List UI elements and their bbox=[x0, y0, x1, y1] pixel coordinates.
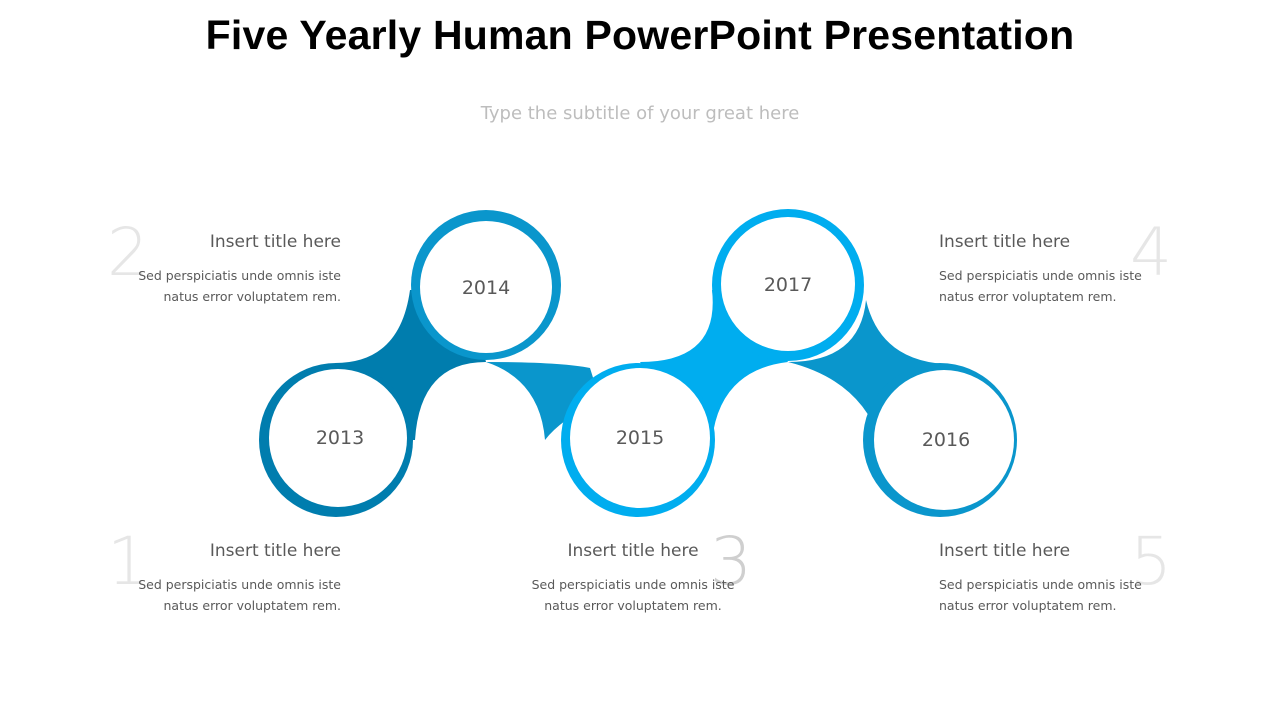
block-description-line: Sed perspiciatis unde omnis iste bbox=[939, 268, 1142, 283]
text-block-5: Insert title here Sed perspiciatis unde … bbox=[939, 541, 1189, 616]
text-block-2: Insert title here Sed perspiciatis unde … bbox=[91, 232, 341, 307]
slide-subtitle: Type the subtitle of your great here bbox=[480, 103, 800, 124]
text-block-4: Insert title here Sed perspiciatis unde … bbox=[939, 232, 1189, 307]
inner-circle-2017 bbox=[721, 217, 855, 351]
inner-circle-2014 bbox=[420, 221, 552, 353]
slide-title: Five Yearly Human PowerPoint Presentatio… bbox=[205, 12, 1075, 58]
block-description-line: natus error voluptatem rem. bbox=[163, 289, 341, 304]
block-description-line: natus error voluptatem rem. bbox=[939, 598, 1117, 613]
block-title: Insert title here bbox=[567, 541, 699, 561]
text-block-3: Insert title here Sed perspiciatis unde … bbox=[508, 541, 758, 616]
block-title: Insert title here bbox=[939, 541, 1071, 561]
block-description-line: Sed perspiciatis unde omnis iste bbox=[939, 577, 1142, 592]
text-block-1: Insert title here Sed perspiciatis unde … bbox=[91, 541, 341, 616]
step-number-2: 2 bbox=[107, 214, 149, 291]
inner-circle-2013 bbox=[269, 369, 407, 507]
block-description-line: natus error voluptatem rem. bbox=[544, 598, 722, 613]
inner-circle-2016 bbox=[874, 370, 1014, 510]
block-description-line: Sed perspiciatis unde omnis iste bbox=[138, 268, 341, 283]
block-title: Insert title here bbox=[209, 541, 341, 561]
block-title: Insert title here bbox=[209, 232, 341, 252]
year-label-2015: 2015 bbox=[616, 427, 664, 449]
step-number-3: 3 bbox=[710, 523, 752, 600]
block-title: Insert title here bbox=[939, 232, 1071, 252]
year-label-2013: 2013 bbox=[316, 427, 364, 449]
year-label-2017: 2017 bbox=[764, 274, 812, 296]
block-description-line: Sed perspiciatis unde omnis iste bbox=[531, 577, 735, 592]
year-label-2014: 2014 bbox=[462, 277, 510, 299]
year-label-2016: 2016 bbox=[922, 429, 970, 451]
inner-circle-2015 bbox=[570, 368, 710, 508]
step-number-4: 4 bbox=[1130, 214, 1172, 291]
block-description-line: natus error voluptatem rem. bbox=[939, 289, 1117, 304]
step-number-5: 5 bbox=[1130, 523, 1172, 600]
step-number-1: 1 bbox=[107, 523, 149, 600]
block-description-line: Sed perspiciatis unde omnis iste bbox=[138, 577, 341, 592]
connector-2014-2015 bbox=[486, 362, 600, 440]
block-description-line: natus error voluptatem rem. bbox=[163, 598, 341, 613]
